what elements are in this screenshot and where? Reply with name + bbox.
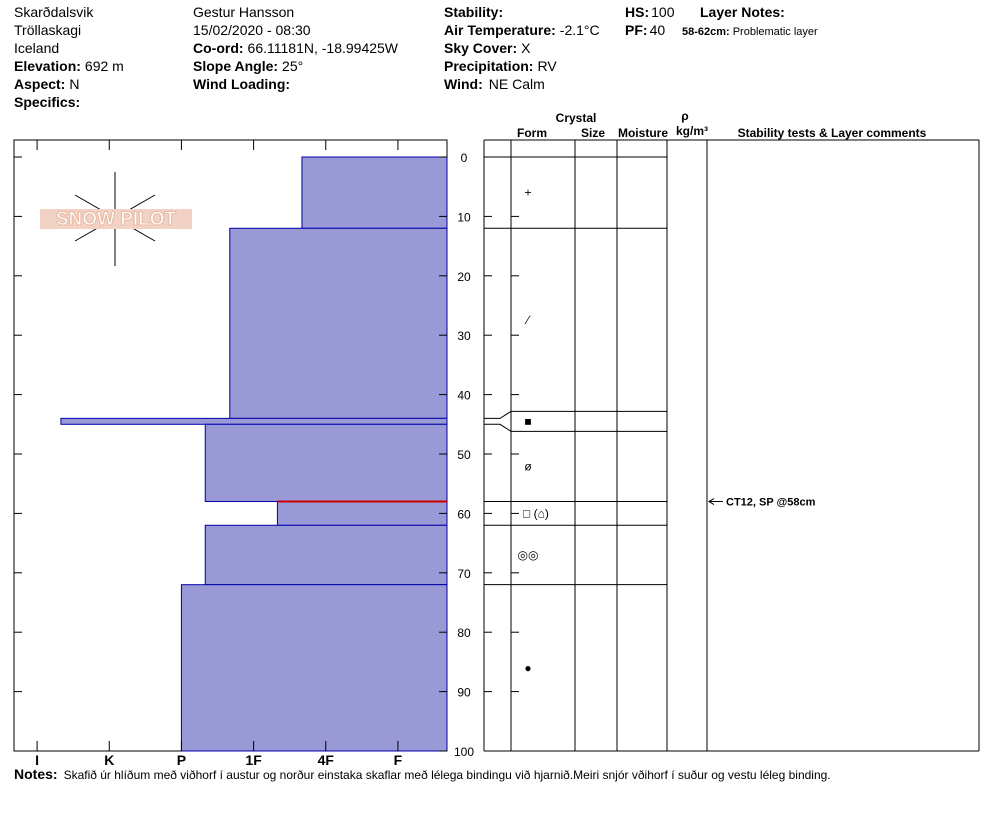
field: Co-ord: 66.11181N, -18.99425W (193, 40, 399, 56)
field: HS: 100 (625, 4, 675, 20)
label: Slope Angle: (193, 58, 278, 74)
label: 58-62cm: (682, 26, 730, 38)
label: Notes: (14, 766, 58, 782)
y-tick-label: 20 (457, 270, 471, 284)
hardness-bar (204, 524, 448, 586)
value: Skafið úr hlíðum með viðhorf í austur og… (64, 768, 831, 782)
y-tick-label: 40 (457, 389, 471, 403)
y-tick-label: 60 (457, 507, 471, 521)
hardness-bar (180, 584, 448, 752)
value: X (521, 40, 531, 56)
y-tick-label: 100 (454, 745, 474, 759)
notes: Notes: Skafið úr hlíðum með viðhorf í aus… (14, 766, 831, 782)
header: Size (581, 126, 605, 140)
header: ρ (681, 109, 688, 123)
site: Tröllaskagi (14, 22, 81, 38)
test-label: CT12, SP @58cm (726, 497, 816, 509)
grain-form: ■ (524, 414, 531, 428)
hardness-bar (60, 417, 448, 425)
label: Stability: (444, 4, 503, 20)
grain-form: ø (524, 459, 532, 473)
site: Iceland (14, 40, 59, 56)
y-tick-label: 80 (457, 626, 471, 640)
grain-form: ◎◎ (518, 548, 539, 562)
label: Air Temperature: (444, 22, 556, 38)
label: Wind: (444, 76, 483, 92)
y-tick-label: 90 (457, 686, 471, 700)
y-tick-label: 0 (461, 151, 468, 165)
value: 692 m (85, 58, 124, 74)
y-tick-label: 70 (457, 567, 471, 581)
layer-table (483, 139, 980, 752)
x-tick-label: F (394, 752, 403, 768)
value: 66.11181N, -18.99425W (248, 40, 399, 56)
field: Elevation: 692 m (14, 58, 124, 74)
value: Problematic layer (733, 26, 818, 38)
label: Elevation: (14, 58, 81, 74)
value: 40 (650, 22, 666, 38)
y-tick-label: 30 (457, 329, 471, 343)
header: Form (517, 126, 547, 140)
value: N (69, 76, 79, 92)
field: Air Temperature: -2.1°C (444, 22, 600, 38)
grain-form: ● (524, 661, 531, 675)
label: PF: (625, 22, 648, 38)
field: Slope Angle: 25° (193, 58, 303, 74)
label: Wind Loading: (193, 76, 290, 92)
label: Layer Notes: (700, 4, 785, 20)
site: Skarðdalsvik (14, 4, 94, 20)
value: 25° (282, 58, 303, 74)
label: Co-ord: (193, 40, 244, 56)
field: Aspect: N (14, 76, 79, 92)
x-tick-label: 1F (245, 752, 262, 768)
label: Specifics: (14, 94, 80, 110)
value: NE Calm (489, 76, 545, 92)
grain-form: + (524, 186, 531, 200)
x-tick-label: I (35, 752, 39, 768)
x-tick-label: 4F (318, 752, 335, 768)
value: RV (537, 58, 557, 74)
value: 100 (651, 4, 675, 20)
header: kg/m³ (676, 124, 708, 138)
field: Sky Cover: X (444, 40, 531, 56)
grain-form: ⁄ (524, 313, 531, 327)
observer: Gestur Hansson (193, 4, 294, 20)
datetime: 15/02/2020 - 08:30 (193, 22, 311, 38)
label: Precipitation: (444, 58, 533, 74)
hardness-bar (204, 423, 448, 503)
test-arrowhead (708, 498, 715, 505)
logo: SNOW PILOT (40, 172, 192, 266)
label: Sky Cover: (444, 40, 517, 56)
logo-band (40, 209, 192, 229)
header: Crystal (556, 111, 597, 125)
field: Precipitation: RV (444, 58, 557, 74)
logo-text: SNOW PILOT (56, 209, 177, 230)
header: Stability tests & Layer comments (738, 126, 927, 140)
layer-note: 58-62cm: Problematic layer (682, 26, 818, 38)
field: PF: 40 (625, 22, 665, 38)
layer-boundary (484, 410, 667, 419)
layer-boundary (484, 423, 667, 432)
y-tick-label: 10 (457, 210, 471, 224)
label: Aspect: (14, 76, 65, 92)
field: Wind: NE Calm (444, 76, 545, 92)
label: HS: (625, 4, 649, 20)
x-tick-label: P (177, 752, 186, 768)
hardness-bar (276, 501, 448, 526)
grain-form: □ (⌂) (523, 506, 549, 520)
y-tick-label: 50 (457, 448, 471, 462)
header: Moisture (618, 126, 668, 140)
x-tick-label: K (104, 752, 114, 768)
value: -2.1°C (560, 22, 600, 38)
hardness-bar (229, 227, 448, 419)
column-headers: Crystal Form Size Moisture ρ kg/m³ Stabi… (517, 109, 927, 140)
hardness-bar (301, 156, 448, 229)
header: Skarðdalsvik Tröllaskagi Iceland Elevati… (14, 4, 818, 110)
